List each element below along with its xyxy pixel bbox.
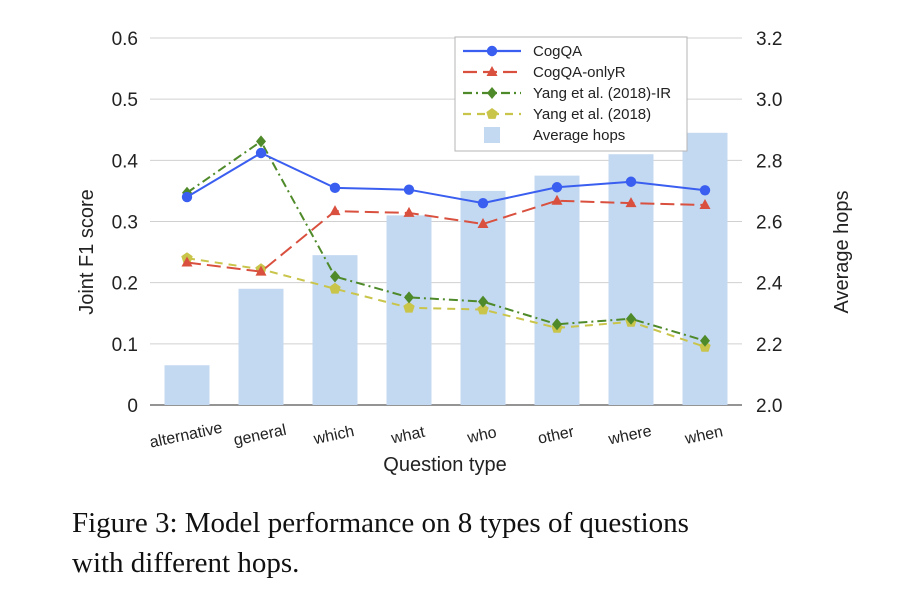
- point-cogqa: [699, 185, 711, 196]
- x-tick-label: which: [311, 423, 356, 448]
- series-line-yang-et-al-2018-ir: [186, 139, 706, 342]
- caption-line-1: Figure 3: Model performance on 8 types o…: [72, 507, 689, 539]
- series-cogqa: [181, 147, 711, 209]
- x-axis-title: Question type: [383, 454, 506, 476]
- bar-average-hops: [164, 365, 210, 405]
- point-yang-et-al-2018-ir: [404, 291, 414, 304]
- point-cogqa-onlyr: [255, 265, 267, 276]
- point-yang-et-al-2018-ir: [552, 318, 562, 331]
- point-cogqa: [181, 191, 193, 203]
- y-right-tick-label: 2.4: [756, 274, 783, 295]
- y-axis-right-title: Average hops: [831, 190, 853, 313]
- x-tick-label: alternative: [148, 420, 224, 452]
- y-left-tick-label: 0.1: [112, 335, 138, 356]
- y-left-tick-label: 0.4: [112, 151, 139, 172]
- legend: CogQA CogQA-onlyR Yang et al. (2018)-IR Yan…: [454, 36, 688, 152]
- y-left-tick-label: 0.6: [112, 29, 138, 50]
- chart-container: 0 2.0 0.1 2.2 0.2 2.4 0.3 2.6 0.4 2.8 0.5 3.0 0.6 3.2…: [76, 29, 853, 476]
- figure-caption: Figure 3: Model performance on 8 types o…: [72, 503, 872, 583]
- point-cogqa-onlyr: [477, 217, 489, 228]
- x-tick-label: when: [683, 423, 725, 448]
- y-right-tick-label: 2.2: [756, 335, 782, 356]
- legend-swatch-average-hops: [484, 127, 500, 143]
- y-left-tick-label: 0.3: [112, 213, 138, 234]
- point-yang-et-al-2018-ir: [330, 270, 340, 283]
- point-yang-et-al-2018: [403, 301, 415, 313]
- bar-average-hops: [608, 154, 654, 405]
- chart-svg: 0 2.0 0.1 2.2 0.2 2.4 0.3 2.6 0.4 2.8 0.5 3.0 0.6 3.2…: [76, 29, 853, 476]
- series-line-cogqa: [186, 151, 706, 205]
- x-tick-label: general: [232, 422, 288, 450]
- legend-label-yang-et-al-2018-ir: Yang et al. (2018)-IR: [533, 85, 671, 102]
- point-yang-et-al-2018-ir: [256, 135, 266, 148]
- y-left-tick-label: 0.5: [112, 90, 138, 111]
- legend-marker-yang-et-al-2018: [486, 108, 498, 119]
- point-cogqa-onlyr: [625, 197, 637, 208]
- y-left-tick-label: 0: [127, 396, 138, 417]
- point-cogqa-onlyr: [403, 206, 415, 217]
- legend-label-cogqa-onlyr: CogQA-onlyR: [533, 64, 626, 81]
- point-cogqa-onlyr: [329, 205, 341, 216]
- point-yang-et-al-2018-ir: [478, 295, 488, 308]
- x-tick-label: what: [389, 424, 427, 448]
- y-axis-left-title: Joint F1 score: [76, 189, 98, 315]
- point-cogqa-onlyr: [699, 198, 711, 209]
- series-cogqa-onlyr: [181, 194, 711, 276]
- x-tick-label: other: [536, 423, 576, 447]
- point-cogqa: [329, 182, 341, 194]
- y-right-tick-label: 2.6: [756, 213, 782, 234]
- legend-label-yang-et-al-2018: Yang et al. (2018): [533, 106, 651, 123]
- y-right-tick-label: 3.0: [756, 90, 782, 111]
- bar-average-hops: [238, 288, 284, 405]
- x-tick-label: who: [465, 424, 498, 447]
- bar-series-average-hops: [164, 132, 728, 405]
- bar-average-hops: [682, 132, 728, 405]
- y-left-tick-label: 0.2: [112, 274, 138, 295]
- point-cogqa: [551, 182, 563, 193]
- line-series-group: [181, 135, 711, 352]
- bar-average-hops: [534, 175, 580, 405]
- series-yang-et-al-2018: [181, 252, 711, 352]
- point-cogqa-onlyr: [551, 194, 563, 205]
- point-yang-et-al-2018-ir: [700, 334, 710, 347]
- legend-label-cogqa: CogQA: [533, 43, 582, 60]
- point-cogqa-onlyr: [181, 256, 193, 267]
- series-yang-et-al-2018-ir: [182, 135, 710, 347]
- series-line-cogqa-onlyr: [186, 199, 706, 273]
- legend-marker-cogqa: [486, 45, 498, 57]
- point-cogqa: [403, 184, 415, 195]
- y-right-tick-label: 2.0: [756, 396, 782, 417]
- point-yang-et-al-2018: [329, 282, 341, 294]
- legend-marker-cogqa-onlyr: [486, 66, 498, 76]
- point-yang-et-al-2018-ir: [626, 312, 636, 325]
- legend-label-average-hops: Average hops: [533, 127, 625, 144]
- point-cogqa: [625, 176, 637, 187]
- legend-marker-yang-et-al-2018-ir: [487, 87, 497, 99]
- y-right-tick-label: 3.2: [756, 29, 782, 50]
- point-cogqa: [477, 197, 489, 209]
- series-line-yang-et-al-2018: [186, 257, 706, 348]
- caption-line-2: with different hops.: [72, 547, 300, 579]
- y-right-tick-label: 2.8: [756, 151, 782, 172]
- point-cogqa: [255, 147, 267, 159]
- point-yang-et-al-2018: [477, 303, 489, 315]
- x-tick-label: where: [606, 423, 653, 449]
